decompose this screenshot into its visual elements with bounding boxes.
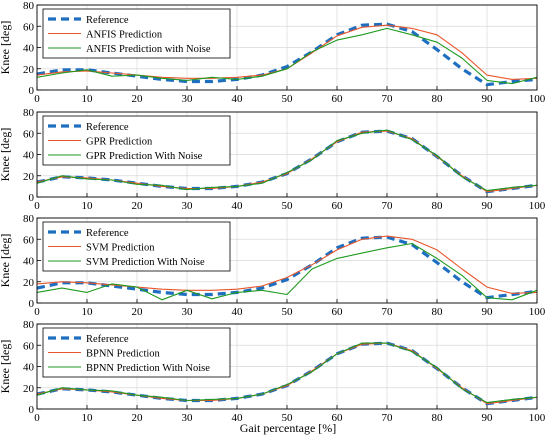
x-tick-label: 60: [332, 306, 344, 318]
x-tick-label: 40: [232, 93, 244, 105]
x-tick-label: 40: [232, 306, 244, 318]
legend-label: GPR Prediction With Noise: [86, 151, 203, 162]
x-tick-label: 70: [382, 93, 394, 105]
y-axis-label: Knee [deg]: [0, 234, 12, 288]
x-tick-label: 40: [232, 200, 244, 212]
legend-label: Reference: [86, 122, 129, 133]
series-line-noise: [36, 342, 538, 404]
series-line-prediction: [36, 235, 538, 294]
legend-label: Reference: [86, 15, 129, 26]
x-tick-label: 60: [332, 93, 344, 105]
x-tick-label: 0: [34, 93, 40, 105]
y-tick-label: 20: [23, 64, 35, 76]
chart-panel-3: 0 10 20 30 40 50 60 70 80 90 100 0 20 40 60 80 Knee [deg…: [0, 213, 546, 318]
legend-label: GPR Prediction: [86, 136, 153, 147]
y-tick-label: 40: [23, 43, 35, 55]
x-tick-label: 50: [282, 412, 294, 424]
y-axis-label: Knee [deg]: [0, 128, 12, 182]
y-tick-label: 60: [23, 128, 35, 140]
x-tick-label: 80: [432, 306, 444, 318]
x-tick-label: 10: [82, 93, 94, 105]
x-tick-label: 80: [432, 412, 444, 424]
legend-label: Reference: [86, 334, 129, 345]
x-tick-label: 100: [529, 306, 546, 318]
legend-label: BPNN Prediction: [86, 348, 161, 359]
x-tick-label: 30: [182, 412, 194, 424]
x-tick-label: 0: [34, 412, 40, 424]
x-tick-label: 20: [132, 93, 144, 105]
x-tick-label: 10: [82, 412, 94, 424]
x-tick-label: 90: [482, 412, 494, 424]
x-tick-label: 90: [482, 306, 494, 318]
series-line-noise: [36, 27, 538, 85]
x-tick-label: 100: [529, 412, 546, 424]
y-tick-label: 40: [23, 256, 35, 268]
x-tick-label: 70: [382, 200, 394, 212]
x-tick-label: 90: [482, 200, 494, 212]
y-tick-label: 0: [29, 298, 35, 310]
y-tick-label: 20: [23, 171, 35, 183]
y-tick-label: 0: [29, 192, 35, 204]
chart-panel-4: 0 10 20 30 40 50 60 70 80 90 100 0 20 40 60 80 Knee [deg…: [0, 319, 546, 424]
y-tick-label: 60: [23, 234, 35, 246]
y-tick-label: 0: [29, 404, 35, 416]
y-tick-label: 80: [23, 319, 35, 331]
x-tick-label: 100: [529, 93, 546, 105]
x-tick-label: 20: [132, 412, 144, 424]
x-tick-label: 70: [382, 306, 394, 318]
x-tick-label: 60: [332, 200, 344, 212]
legend: Reference BPNN Prediction BPNN Prediction …: [42, 327, 231, 378]
x-tick-label: 20: [132, 306, 144, 318]
x-tick-label: 50: [282, 93, 294, 105]
x-tick-label: 0: [34, 200, 40, 212]
y-axis-label: Knee [deg]: [0, 21, 12, 75]
legend: Reference ANFIS Prediction ANFIS Predictio…: [42, 8, 231, 59]
series-line-noise: [36, 129, 538, 192]
x-tick-label: 80: [432, 200, 444, 212]
x-tick-label: 0: [34, 306, 40, 318]
legend-label: ANFIS Prediction with Noise: [86, 44, 211, 55]
y-axis-label: Knee [deg]: [0, 340, 12, 394]
x-tick-label: 70: [382, 412, 394, 424]
x-tick-label: 90: [482, 93, 494, 105]
x-axis-label: Gait percentage [%]: [240, 421, 337, 435]
x-tick-label: 60: [332, 412, 344, 424]
legend-label: SVM Prediction: [86, 242, 155, 253]
chart-panel-2: 0 10 20 30 40 50 60 70 80 90 100 0 20 40 60 80 Knee [deg…: [0, 107, 546, 212]
x-tick-label: 50: [282, 306, 294, 318]
y-tick-label: 80: [23, 0, 35, 12]
legend: Reference GPR Prediction GPR Prediction Wi…: [42, 115, 231, 166]
x-tick-label: 100: [529, 200, 546, 212]
x-tick-label: 30: [182, 93, 194, 105]
legend-label: BPNN Prediction With Noise: [86, 363, 210, 374]
legend-label: SVM Prediction With Noise: [86, 257, 205, 268]
x-tick-label: 80: [432, 93, 444, 105]
x-tick-label: 40: [232, 412, 244, 424]
y-tick-label: 0: [29, 85, 35, 97]
y-tick-label: 40: [23, 362, 35, 374]
legend: Reference SVM Prediction SVM Prediction Wi…: [42, 221, 231, 272]
chart-panel-1: 0 10 20 30 40 50 60 70 80 90 100 0 20 40 60 80 Knee [deg…: [0, 0, 546, 105]
y-tick-label: 60: [23, 21, 35, 33]
y-tick-label: 80: [23, 107, 35, 119]
y-tick-label: 40: [23, 150, 35, 162]
series-line-noise: [36, 242, 538, 301]
x-tick-label: 20: [132, 200, 144, 212]
y-tick-label: 20: [23, 277, 35, 289]
x-tick-label: 30: [182, 200, 194, 212]
x-tick-label: 30: [182, 306, 194, 318]
series-line-reference: [36, 235, 538, 300]
y-tick-label: 80: [23, 213, 35, 225]
x-tick-label: 50: [282, 200, 294, 212]
legend-label: Reference: [86, 228, 129, 239]
legend-label: ANFIS Prediction: [86, 29, 163, 40]
y-tick-label: 60: [23, 340, 35, 352]
x-tick-label: 10: [82, 200, 94, 212]
x-tick-label: 10: [82, 306, 94, 318]
y-tick-label: 20: [23, 383, 35, 395]
